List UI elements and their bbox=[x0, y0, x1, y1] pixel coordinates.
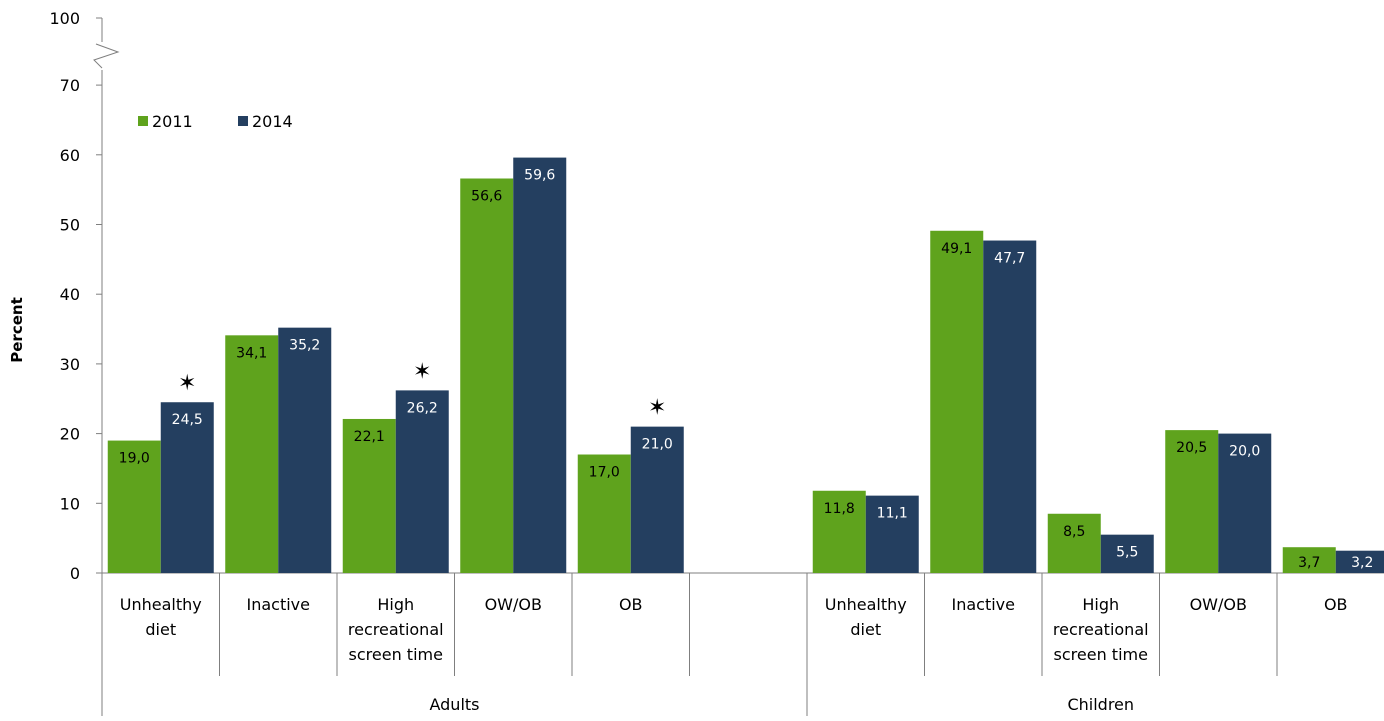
data-label-2011: 17,0 bbox=[589, 465, 620, 481]
significance-star: ✶ bbox=[413, 359, 431, 384]
category-label: High bbox=[1082, 595, 1119, 614]
data-label-2011: 20,5 bbox=[1176, 440, 1207, 456]
bar-2011 bbox=[1047, 513, 1101, 573]
legend-swatch bbox=[238, 116, 248, 126]
category-label: recreational bbox=[1053, 620, 1149, 639]
data-label-2014: 20,0 bbox=[1229, 444, 1260, 460]
data-label-2014: 47,7 bbox=[994, 251, 1025, 267]
data-label-2014: 59,6 bbox=[524, 168, 555, 184]
significance-star: ✶ bbox=[178, 371, 196, 396]
group-label: Children bbox=[1067, 695, 1134, 714]
y-tick-label: 0 bbox=[70, 564, 80, 583]
axis-break-mark bbox=[93, 43, 120, 69]
category-label: Unhealthy bbox=[120, 595, 202, 614]
bar-2011 bbox=[812, 490, 866, 573]
bar-2014 bbox=[513, 157, 567, 573]
bar-2014 bbox=[983, 240, 1037, 573]
group-label: Adults bbox=[429, 695, 479, 714]
category-label: Unhealthy bbox=[825, 595, 907, 614]
data-label-2011: 19,0 bbox=[119, 451, 150, 467]
legend-swatch bbox=[138, 116, 148, 126]
category-label: OW/OB bbox=[1190, 595, 1247, 614]
bar-2011 bbox=[577, 454, 631, 573]
bar-2014 bbox=[1100, 534, 1154, 573]
y-tick-label: 30 bbox=[60, 355, 80, 374]
bar-2014 bbox=[1218, 433, 1272, 573]
data-label-2014: 35,2 bbox=[289, 338, 320, 354]
category-label: OW/OB bbox=[485, 595, 542, 614]
y-tick-label: 20 bbox=[60, 425, 80, 444]
bar-2014 bbox=[278, 327, 332, 573]
bar-2014 bbox=[865, 495, 919, 573]
bar-2014 bbox=[1335, 550, 1384, 573]
data-label-2011: 22,1 bbox=[354, 429, 385, 445]
category-label: High bbox=[377, 595, 414, 614]
data-label-2011: 11,8 bbox=[824, 501, 855, 517]
data-label-2011: 34,1 bbox=[236, 345, 267, 361]
bar-2014 bbox=[395, 390, 449, 573]
category-label: OB bbox=[1324, 595, 1348, 614]
bar-2011 bbox=[930, 230, 984, 573]
data-label-2014: 3,2 bbox=[1351, 555, 1373, 571]
y-tick-label: 100 bbox=[49, 9, 80, 28]
category-label: OB bbox=[619, 595, 643, 614]
data-label-2014: 5,5 bbox=[1116, 545, 1138, 561]
legend-label: 2014 bbox=[252, 112, 293, 131]
data-label-2011: 49,1 bbox=[941, 241, 972, 257]
data-label-2011: 8,5 bbox=[1063, 524, 1085, 540]
y-tick-label: 40 bbox=[60, 285, 80, 304]
legend-label: 2011 bbox=[152, 112, 193, 131]
data-label-2014: 11,1 bbox=[877, 506, 908, 522]
bar-2014 bbox=[630, 426, 684, 573]
data-label-2014: 26,2 bbox=[407, 400, 438, 416]
y-tick-label: 70 bbox=[60, 76, 80, 95]
y-tick-label: 60 bbox=[60, 146, 80, 165]
bar-2011 bbox=[107, 440, 161, 573]
bar-2011 bbox=[460, 178, 514, 574]
category-label: diet bbox=[850, 620, 881, 639]
bar-2011 bbox=[1165, 430, 1219, 573]
y-tick-label: 50 bbox=[60, 216, 80, 235]
y-axis-title: Percent bbox=[8, 297, 26, 362]
category-label: screen time bbox=[1054, 645, 1148, 664]
category-label: Inactive bbox=[952, 595, 1016, 614]
category-label: screen time bbox=[349, 645, 443, 664]
y-tick-label: 10 bbox=[60, 494, 80, 513]
category-label: Inactive bbox=[247, 595, 311, 614]
bar-2011 bbox=[342, 418, 396, 573]
data-label-2011: 56,6 bbox=[471, 188, 502, 204]
data-label-2014: 21,0 bbox=[642, 437, 673, 453]
bar-2014 bbox=[160, 402, 214, 573]
category-label: diet bbox=[145, 620, 176, 639]
significance-star: ✶ bbox=[648, 396, 666, 421]
category-label: recreational bbox=[348, 620, 444, 639]
data-label-2014: 24,5 bbox=[172, 412, 203, 428]
bar-2011 bbox=[1282, 547, 1336, 573]
bar-2011 bbox=[225, 335, 279, 573]
data-label-2011: 3,7 bbox=[1298, 555, 1320, 571]
